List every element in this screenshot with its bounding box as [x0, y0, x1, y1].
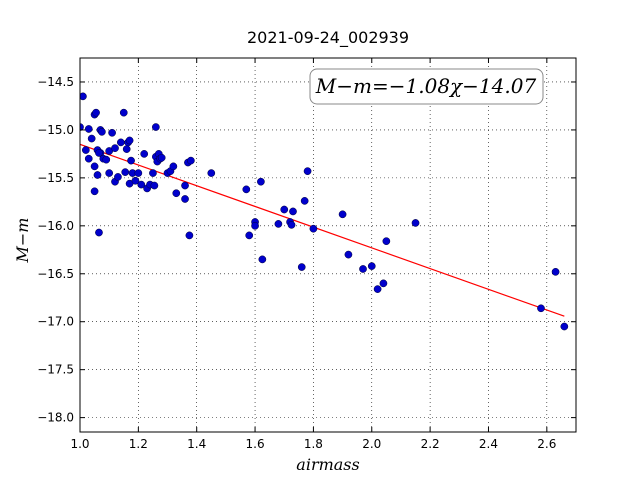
data-point: [157, 153, 166, 162]
data-point: [274, 220, 283, 228]
data-point: [207, 169, 216, 177]
plot-frame: [79, 57, 577, 433]
data-point: [149, 169, 157, 177]
data-point: [150, 181, 159, 190]
data-point: [367, 262, 376, 270]
data-point: [140, 150, 149, 158]
data-point: [127, 156, 135, 165]
data-point: [81, 146, 90, 154]
data-point: [114, 173, 122, 181]
x-tick-label: 2.2: [421, 437, 440, 451]
data-point: [300, 197, 309, 205]
data-point: [152, 123, 160, 131]
data-point: [87, 134, 96, 143]
data-point: [95, 228, 103, 237]
x-tick-label: 1.4: [187, 437, 206, 451]
data-point: [119, 108, 128, 117]
y-tick-label: −17.5: [37, 363, 74, 377]
y-axis-label: M−m: [13, 218, 32, 264]
data-point: [131, 176, 140, 185]
data-point: [411, 219, 420, 227]
plot-content: [80, 92, 569, 331]
y-tick-label: −17.0: [37, 315, 74, 329]
data-point: [359, 265, 367, 273]
data-point: [251, 221, 259, 230]
data-point: [137, 180, 146, 189]
x-tick-label: 1.2: [129, 437, 148, 451]
fit-annotation-box: M−m=−1.08χ−14.07: [309, 68, 544, 105]
x-tick-label: 1.6: [246, 437, 265, 451]
data-point: [287, 221, 296, 229]
y-tick-label: −15.0: [37, 123, 74, 137]
chart-title: 2021-09-24_002939: [247, 28, 409, 48]
data-point: [181, 195, 189, 203]
x-tick-label: 1.0: [70, 437, 89, 451]
data-point: [116, 138, 125, 147]
data-point: [95, 149, 103, 157]
data-point: [537, 304, 545, 313]
data-point: [185, 231, 194, 240]
y-tick-label: −18.0: [37, 411, 74, 425]
data-point: [187, 156, 195, 165]
data-point: [181, 181, 189, 190]
data-point: [379, 279, 388, 288]
data-point: [257, 177, 265, 186]
x-tick-label: 2.4: [479, 437, 498, 451]
data-point: [169, 162, 178, 171]
fit-line: [80, 143, 565, 317]
data-point: [289, 207, 297, 216]
data-point: [84, 154, 93, 163]
data-point: [373, 285, 382, 293]
x-tick-label: 2.6: [537, 437, 556, 451]
fit-equation-text: M−m=−1.08χ−14.07: [315, 74, 537, 98]
data-point: [280, 205, 289, 214]
data-point: [92, 108, 100, 117]
data-point: [105, 169, 114, 177]
data-point: [121, 168, 130, 176]
x-tick-label: 2.0: [362, 437, 381, 451]
data-point: [125, 136, 134, 145]
data-point: [172, 189, 181, 198]
data-point: [108, 128, 116, 137]
y-tick-label: −15.5: [37, 171, 74, 185]
data-point: [90, 162, 99, 171]
data-point: [338, 210, 347, 219]
data-point: [102, 155, 111, 164]
data-point: [303, 167, 312, 176]
x-tick-label: 1.8: [304, 437, 323, 451]
tick-labels: 1.0 1.2 1.4 1.6 1.8 2.0 2.2 2.4 2.6 −14.5 −15.0 −15…: [37, 75, 556, 451]
y-tick-label: −16.0: [37, 219, 74, 233]
data-point: [309, 224, 318, 233]
data-point: [90, 187, 99, 196]
annotation-box-background: [309, 68, 544, 105]
data-point: [93, 171, 102, 179]
data-point: [84, 125, 93, 133]
data-point: [560, 322, 569, 331]
data-point: [80, 92, 87, 101]
data-point: [344, 250, 353, 259]
y-tick-label: −16.5: [37, 267, 74, 281]
data-point: [258, 255, 267, 264]
data-point: [111, 144, 119, 152]
x-axis-label: airmass: [296, 455, 359, 474]
data-point: [242, 185, 251, 194]
data-point: [382, 237, 391, 246]
data-point: [551, 268, 560, 276]
data-point: [134, 169, 143, 177]
data-point: [98, 127, 106, 136]
data-point: [245, 231, 254, 240]
data-point: [122, 145, 131, 153]
axis-ticks: [79, 58, 576, 432]
y-tick-label: −14.5: [37, 75, 74, 89]
data-point: [297, 263, 306, 271]
